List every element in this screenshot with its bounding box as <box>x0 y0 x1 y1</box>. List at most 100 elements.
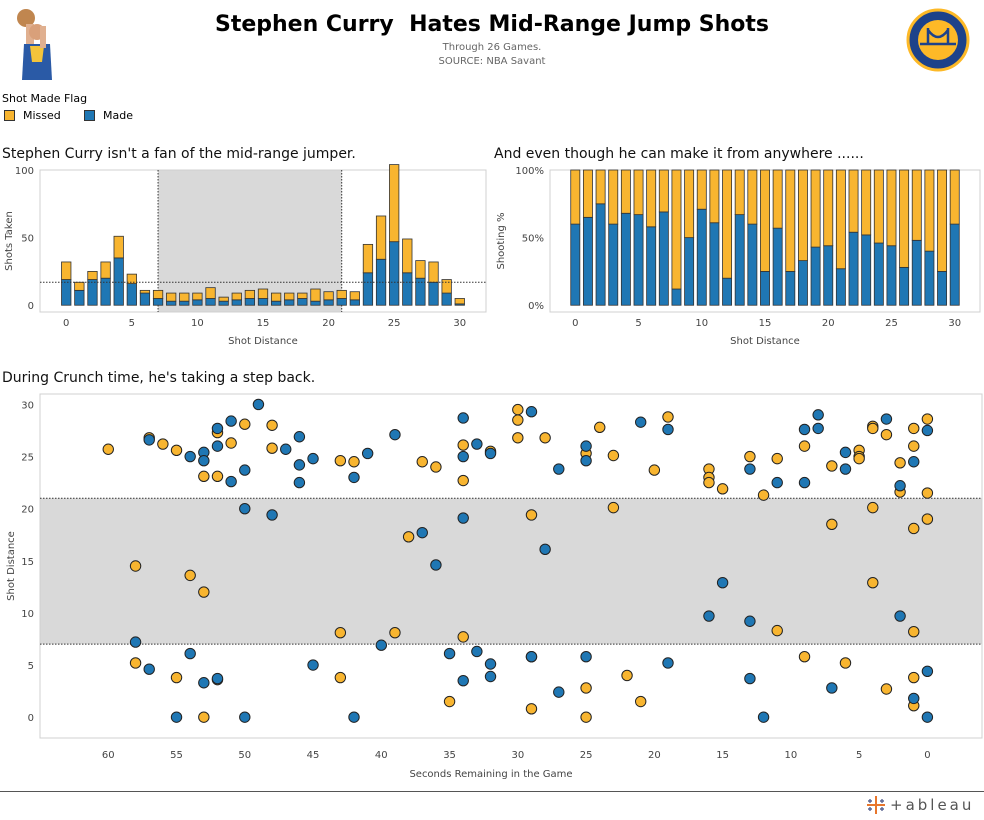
shot-point-missed <box>621 669 633 682</box>
shot-point-missed <box>170 444 183 456</box>
bar-made-14 <box>244 298 256 306</box>
shot-point-made <box>484 447 497 460</box>
shot-point-made <box>525 406 538 418</box>
shot-point-made <box>198 677 210 689</box>
legend-swatch-missed <box>4 110 15 121</box>
x-tick-label: 20 <box>322 318 335 329</box>
shot-point-missed <box>512 432 524 444</box>
bar-made-29 <box>937 271 948 306</box>
shot-point-missed <box>198 711 210 723</box>
bar-missed-22 <box>349 291 360 301</box>
shot-point-made <box>457 512 469 524</box>
shot-point-made <box>239 711 251 723</box>
bar-missed-4 <box>620 169 631 214</box>
y-tick-label: 30 <box>21 400 34 411</box>
shot-point-missed <box>211 470 224 483</box>
footer-divider <box>0 791 984 792</box>
bar-made-26 <box>402 272 413 306</box>
shot-point-missed <box>867 576 879 589</box>
y-tick-label: 100 <box>15 166 34 177</box>
bar-missed-11 <box>205 287 216 299</box>
legend-label-missed: Missed <box>23 109 61 122</box>
bar-made-0 <box>61 279 72 306</box>
x-tick-label: 20 <box>822 318 835 329</box>
shot-point-made <box>443 647 456 660</box>
x-tick-label: 5 <box>129 318 135 329</box>
bar-made-2 <box>595 203 606 306</box>
bar-missed-8 <box>166 292 177 302</box>
shot-point-missed <box>539 432 551 444</box>
y-tick-label: 25 <box>21 453 34 464</box>
bar-made-30 <box>949 223 960 306</box>
shot-point-made <box>744 463 756 475</box>
bar-missed-21 <box>336 289 347 299</box>
x-tick-label: 0 <box>63 318 69 329</box>
subtitle-source: SOURCE: NBA Savant <box>438 56 546 67</box>
bar-missed-7 <box>658 169 669 213</box>
shot-point-missed <box>580 682 592 694</box>
legend-item-missed[interactable]: Missed <box>4 109 61 122</box>
x-tick-label: 25 <box>388 318 401 329</box>
shot-point-made <box>525 650 538 663</box>
bar-made-6 <box>646 226 657 306</box>
shot-point-missed <box>266 442 278 454</box>
bar-made-15 <box>760 271 770 306</box>
bar-missed-16 <box>270 292 282 302</box>
shot-point-made <box>457 674 469 687</box>
bar-missed-3 <box>608 169 619 225</box>
bar-missed-24 <box>375 215 387 260</box>
x-tick-label: 0 <box>572 318 578 329</box>
bar-made-10 <box>696 208 707 306</box>
shot-point-missed <box>880 428 893 441</box>
bar-missed-14 <box>244 289 256 299</box>
shot-point-missed <box>225 437 237 449</box>
shot-point-missed <box>894 457 906 469</box>
shot-point-made <box>553 463 565 475</box>
bar-made-18 <box>297 298 308 306</box>
bar-made-28 <box>428 281 439 306</box>
shot-point-made <box>921 711 934 723</box>
bar-made-24 <box>873 242 884 306</box>
legend-item-made[interactable]: Made <box>84 109 133 122</box>
bar-made-13 <box>231 299 242 306</box>
bar-made-5 <box>126 283 137 306</box>
shot-point-made <box>798 476 811 489</box>
bar-missed-13 <box>734 169 745 216</box>
shot-point-made <box>580 455 592 467</box>
bar-missed-0 <box>61 261 72 280</box>
bar-made-1 <box>582 216 593 306</box>
bar-made-8 <box>671 288 682 306</box>
bar-made-3 <box>100 277 111 306</box>
bar-made-4 <box>113 257 124 306</box>
tableau-logo[interactable]: +ableau <box>866 794 982 816</box>
shot-point-missed <box>703 476 715 489</box>
shot-point-made <box>143 663 155 675</box>
bar-missed-16 <box>772 169 783 229</box>
shot-point-made <box>744 615 756 627</box>
crunch-time-scatter-chart: 60 55 50 45 40 35 30 25 20 15 10 5 0051015202530Seco… <box>6 393 983 780</box>
plot-frame <box>39 169 487 313</box>
shot-point-made <box>198 455 210 467</box>
y-axis-label: Shooting % <box>496 213 507 270</box>
bar-missed-14 <box>747 169 758 225</box>
bar-missed-26 <box>402 238 413 274</box>
bar-missed-1 <box>74 281 85 291</box>
y-tick-label: 50 <box>21 234 34 245</box>
bar-missed-10 <box>696 169 707 210</box>
shot-point-missed <box>102 443 114 455</box>
y-tick-label: 5 <box>28 661 34 672</box>
y-tick-label: 50% <box>522 234 544 245</box>
bar-made-16 <box>772 227 783 306</box>
shot-point-made <box>826 682 838 694</box>
bar-missed-9 <box>684 169 695 239</box>
x-tick-label: 10 <box>191 318 204 329</box>
shot-point-missed <box>744 450 756 463</box>
shot-point-made <box>239 502 251 515</box>
bar-missed-26 <box>899 169 910 268</box>
shot-point-made <box>908 456 920 468</box>
shot-point-made <box>293 431 306 443</box>
bar-made-9 <box>179 300 190 306</box>
shot-point-made <box>580 440 592 452</box>
bar-missed-7 <box>152 289 164 299</box>
bar-missed-18 <box>297 292 308 299</box>
